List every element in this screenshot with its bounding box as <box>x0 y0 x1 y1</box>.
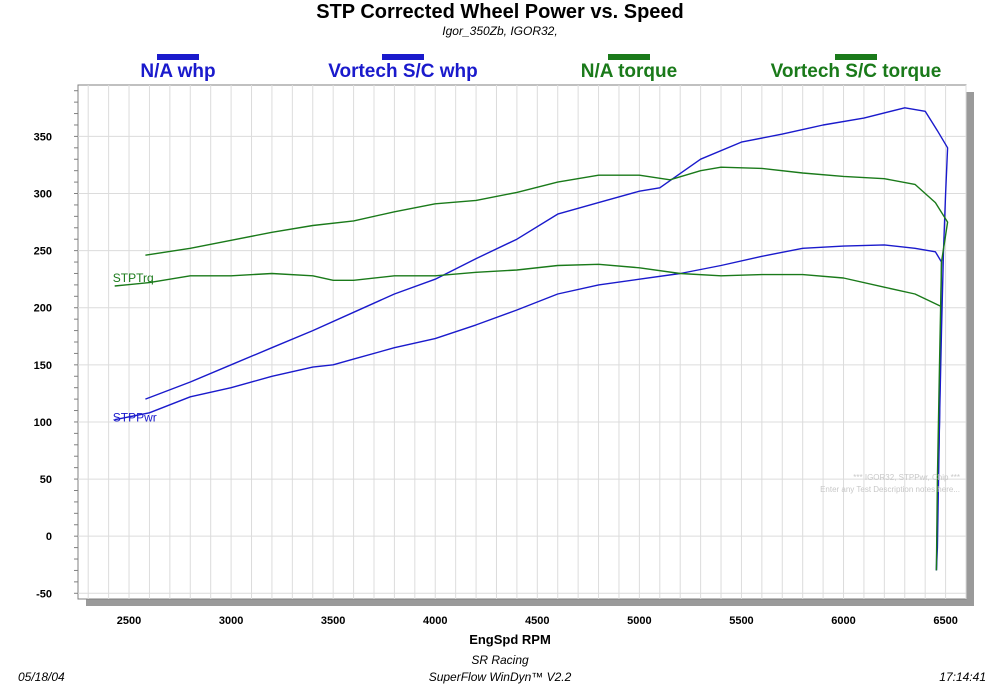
legend-item-vortech-whp: Vortech S/C whp <box>283 54 523 83</box>
legend-label: Vortech S/C torque <box>770 61 942 82</box>
series-line-2 <box>114 263 942 308</box>
legend-swatch <box>608 54 650 60</box>
legend-label: N/A torque <box>580 61 678 82</box>
y-tick-label: 100 <box>34 417 52 429</box>
x-tick-label: 4500 <box>525 615 549 627</box>
legend-label: Vortech S/C whp <box>328 61 478 82</box>
legend-swatch <box>835 54 877 60</box>
legend-item-vortech-torque: Vortech S/C torque <box>736 54 976 83</box>
chart-title: STP Corrected Wheel Power vs. Speed <box>316 1 684 23</box>
footer-shop: SR Racing <box>471 653 529 667</box>
x-tick-label: 3000 <box>219 615 243 627</box>
x-tick-label: 2500 <box>117 615 141 627</box>
footer-time: 17:14:41 <box>939 670 986 684</box>
x-tick-label: 6000 <box>831 615 855 627</box>
y-tick-label: 150 <box>34 360 52 372</box>
y-tick-label: 350 <box>34 131 52 143</box>
series-line-1 <box>145 107 949 571</box>
y-tick-label: 50 <box>40 474 52 486</box>
chart-subtitle: Igor_350Zb, IGOR32, <box>442 24 558 38</box>
y-tick-label: -50 <box>36 588 52 600</box>
y-tick-label: 200 <box>34 303 52 315</box>
legend-item-na-torque: N/A torque <box>509 54 749 83</box>
legend-item-na-whp: N/A whp <box>58 54 298 83</box>
x-tick-label: 6500 <box>933 615 957 627</box>
plot-area <box>77 84 967 600</box>
y-tick-label: 0 <box>46 531 52 543</box>
watermark-line-2: Enter any Test Description notes here... <box>820 485 960 494</box>
legend-label: N/A whp <box>140 61 216 82</box>
legend-swatch <box>157 54 199 60</box>
x-tick-label: 5500 <box>729 615 753 627</box>
x-tick-label: 4000 <box>423 615 447 627</box>
legend-swatch <box>382 54 424 60</box>
x-axis-label: EngSpd RPM <box>469 632 551 647</box>
x-tick-label: 3500 <box>321 615 345 627</box>
inline-series-label: STPPwr <box>113 410 157 424</box>
plot-shadow <box>86 92 974 606</box>
watermark-line-1: *** IGOR32, STPPwr, Chip *** <box>853 473 960 482</box>
x-tick-label: 5000 <box>627 615 651 627</box>
footer-date: 05/18/04 <box>18 670 65 684</box>
y-tick-label: 250 <box>34 246 52 258</box>
y-tick-label: 300 <box>34 189 52 201</box>
series-line-3 <box>145 166 949 571</box>
footer-software: SuperFlow WinDyn™ V2.2 <box>428 670 572 684</box>
series-line-0 <box>114 244 943 571</box>
inline-series-label: STPTrq <box>113 271 154 285</box>
